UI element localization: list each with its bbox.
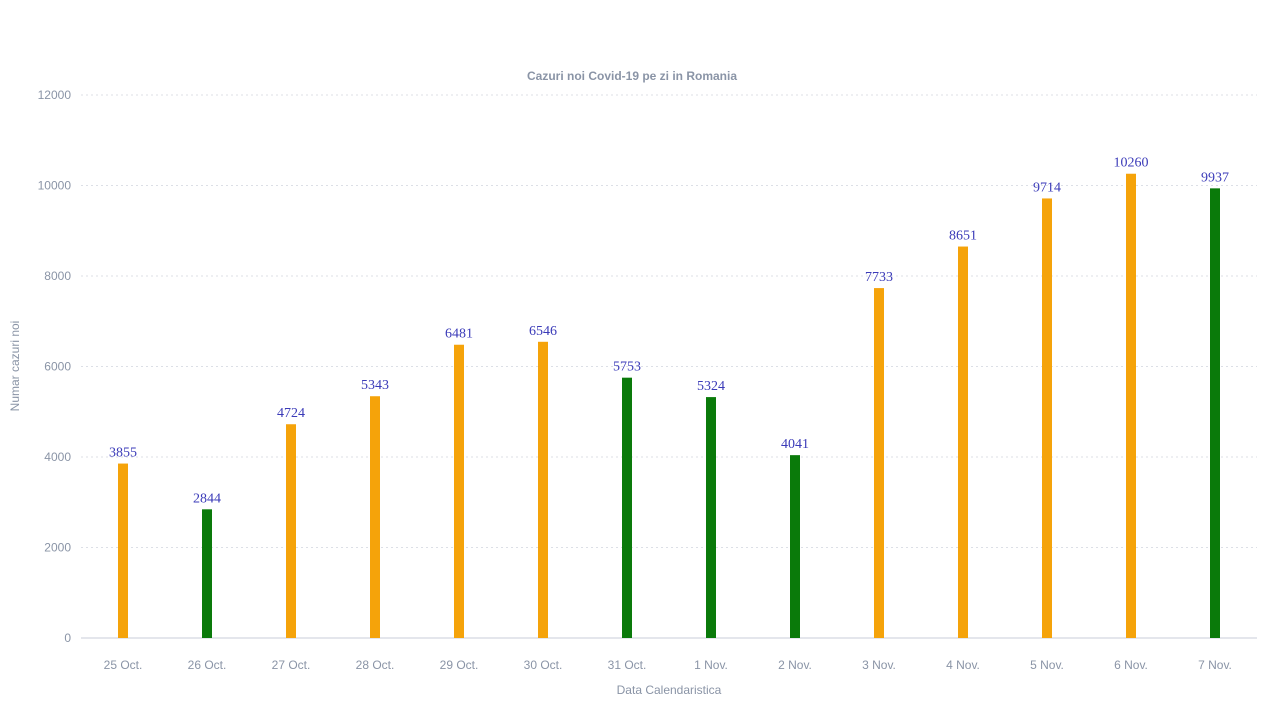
bar[interactable]	[454, 344, 464, 638]
y-tick-label: 12000	[38, 88, 72, 102]
bar[interactable]	[1042, 198, 1052, 638]
y-axis-ticks: 0 2000 4000 6000 8000 10000 12000	[38, 88, 72, 645]
data-label: 8651	[949, 229, 977, 244]
data-label: 9714	[1033, 180, 1061, 195]
bar[interactable]	[118, 463, 128, 638]
data-label: 2844	[193, 491, 221, 506]
y-tick-label: 6000	[44, 360, 71, 374]
x-tick-label: 26 Oct.	[188, 658, 227, 672]
data-label: 9937	[1201, 170, 1229, 185]
data-label: 5324	[697, 379, 725, 394]
y-tick-label: 10000	[38, 179, 72, 193]
data-label: 4041	[781, 437, 809, 452]
bar[interactable]	[874, 288, 884, 638]
data-label: 5753	[613, 360, 641, 375]
bar[interactable]	[706, 397, 716, 638]
bar[interactable]	[286, 424, 296, 638]
x-tick-label: 5 Nov.	[1030, 658, 1064, 672]
data-label: 4724	[277, 406, 305, 421]
x-tick-label: 27 Oct.	[272, 658, 311, 672]
gridlines	[81, 94, 1257, 639]
bar[interactable]	[1126, 173, 1136, 639]
x-tick-label: 30 Oct.	[524, 658, 563, 672]
data-label: 6546	[529, 324, 557, 339]
data-labels: 3855 2844 4724 5343 6481 6546 5753 5324 4041 7733…	[109, 156, 1229, 507]
x-tick-label: 7 Nov.	[1198, 658, 1232, 672]
bar[interactable]	[538, 341, 548, 638]
bar[interactable]	[622, 377, 632, 638]
bar[interactable]	[958, 246, 968, 639]
y-tick-label: 2000	[44, 541, 71, 555]
x-tick-label: 3 Nov.	[862, 658, 896, 672]
x-tick-label: 2 Nov.	[778, 658, 812, 672]
data-label: 3855	[109, 446, 137, 461]
bar[interactable]	[1210, 188, 1220, 638]
data-label: 6481	[445, 327, 473, 342]
y-axis-title: Numar cazuri noi	[8, 321, 22, 412]
x-tick-label: 25 Oct.	[104, 658, 143, 672]
bar[interactable]	[790, 455, 800, 638]
y-tick-label: 8000	[44, 269, 71, 283]
x-tick-label: 29 Oct.	[440, 658, 479, 672]
data-label: 10260	[1114, 156, 1149, 171]
chart-title: Cazuri noi Covid-19 pe zi in Romania	[527, 69, 737, 83]
x-tick-label: 28 Oct.	[356, 658, 395, 672]
x-axis-title: Data Calendaristica	[617, 683, 722, 697]
bar[interactable]	[202, 509, 212, 638]
bars	[118, 173, 1220, 639]
y-tick-label: 4000	[44, 450, 71, 464]
bar[interactable]	[370, 396, 380, 638]
x-tick-label: 1 Nov.	[694, 658, 728, 672]
x-tick-label: 31 Oct.	[608, 658, 647, 672]
x-axis-ticks: 25 Oct. 26 Oct. 27 Oct. 28 Oct. 29 Oct. 30 Oc…	[104, 658, 1232, 672]
y-tick-label: 0	[64, 631, 71, 645]
x-tick-label: 6 Nov.	[1114, 658, 1148, 672]
data-label: 5343	[361, 378, 389, 393]
x-tick-label: 4 Nov.	[946, 658, 980, 672]
data-label: 7733	[865, 270, 893, 285]
